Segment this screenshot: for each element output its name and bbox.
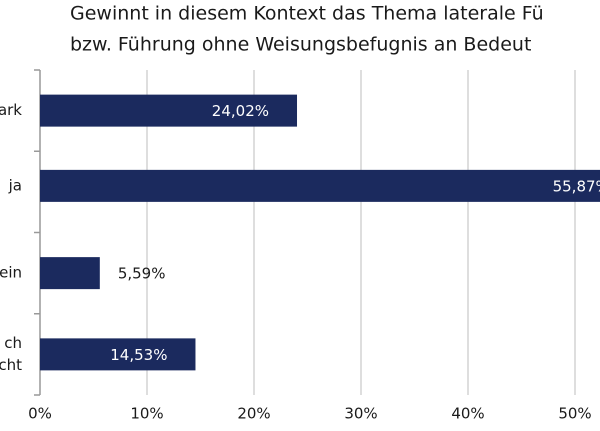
bar bbox=[40, 94, 298, 127]
y-tick-label: ark bbox=[0, 101, 22, 119]
value-label: 55,87% bbox=[553, 177, 600, 195]
chart-title: bzw. Führung ohne Weisungsbefugnis an Be… bbox=[70, 34, 531, 56]
y-tick-label: ein bbox=[0, 264, 22, 282]
chart-title: Gewinnt in diesem Kontext das Thema late… bbox=[70, 3, 544, 25]
y-tick-label: cht bbox=[0, 356, 22, 374]
y-tick-label: ch bbox=[4, 334, 22, 352]
y-tick-label: ja bbox=[8, 176, 22, 194]
value-label: 14,53% bbox=[110, 346, 167, 364]
value-label: 24,02% bbox=[212, 102, 269, 120]
x-tick-label: 0% bbox=[28, 405, 52, 423]
x-tick-label: 30% bbox=[344, 405, 377, 423]
bar bbox=[40, 338, 196, 371]
bar bbox=[40, 257, 100, 290]
x-tick-label: 40% bbox=[451, 405, 484, 423]
bar bbox=[40, 169, 600, 202]
value-label: 5,59% bbox=[118, 265, 166, 283]
x-tick-label: 20% bbox=[237, 405, 270, 423]
x-tick-label: 10% bbox=[130, 405, 163, 423]
x-tick-label: 50% bbox=[558, 405, 591, 423]
